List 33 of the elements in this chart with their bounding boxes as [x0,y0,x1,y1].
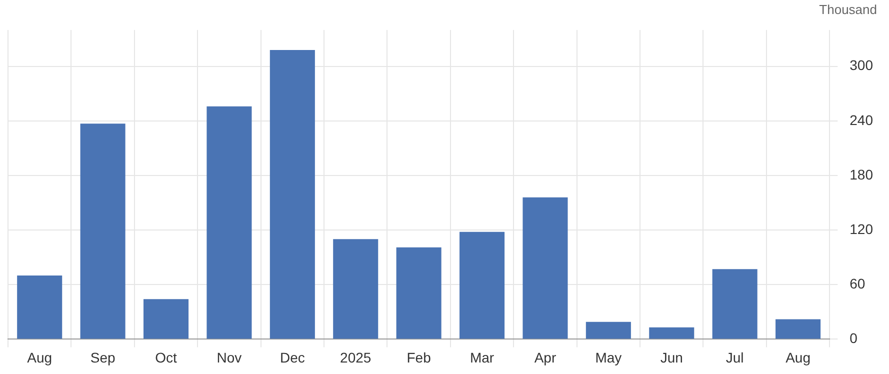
y-tick-label: 60 [850,275,866,292]
bar [143,299,189,339]
x-tick-label: Dec [280,349,305,366]
bar [270,50,315,339]
bar [17,276,62,339]
bar [649,327,694,339]
bar [586,322,631,339]
x-tick-label: May [595,349,622,366]
bar [712,269,758,339]
x-tick-label: Mar [470,349,494,366]
bar [460,232,505,339]
bar [206,106,252,339]
x-tick-label: Jul [726,349,744,366]
x-tick-label: Aug [786,349,810,366]
bar [333,239,378,339]
x-tick-label: Jun [660,349,683,366]
bar [522,197,568,339]
x-tick-label: 2025 [340,349,372,366]
x-tick-label: Apr [534,349,556,366]
x-tick-label: Sep [90,349,116,366]
y-axis-title: Thousand [819,2,877,17]
y-tick-label: 240 [850,112,874,128]
bar [80,124,126,339]
x-tick-label: Aug [27,349,52,366]
x-tick-label: Oct [155,349,178,366]
y-tick-label: 0 [850,330,858,346]
x-tick-label: Feb [406,349,432,366]
bar [396,247,442,339]
y-tick-label: 180 [850,166,874,182]
y-tick-label: 120 [850,220,874,237]
x-tick-label: Nov [216,349,242,366]
y-tick-label: 300 [850,57,874,74]
bar [776,319,821,339]
